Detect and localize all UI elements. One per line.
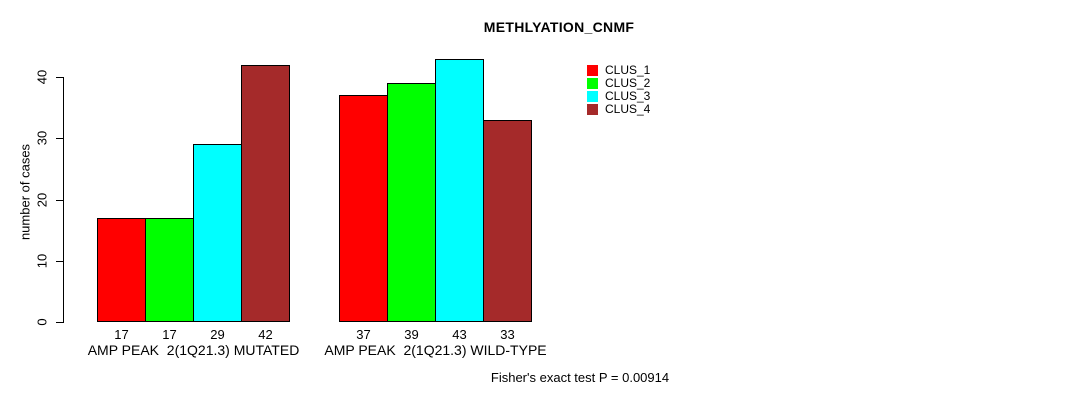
stat-caption: Fisher's exact test P = 0.00914 [490,370,670,385]
legend-swatch-clus_3 [587,91,598,102]
bar-clus_1-group2 [339,95,388,322]
legend-swatch-clus_1 [587,65,598,76]
bar-value-label: 17 [162,327,177,342]
legend-label: CLUS_1 [605,63,651,77]
y-tick-label: 20 [34,192,50,208]
y-tick-mark [56,138,63,139]
bar-clus_4-group1 [241,65,290,322]
y-tick-label: 40 [34,69,50,85]
bar-value-label: 33 [500,327,515,342]
legend-item-clus_2: CLUS_2 [587,77,650,90]
y-tick-label: 10 [34,253,50,269]
bar-value-label: 39 [404,327,419,342]
y-tick-mark [56,77,63,78]
group-label-1: AMP PEAK 2(1Q21.3) MUTATED [87,342,300,358]
bar-clus_3-group1 [193,144,242,322]
y-tick-mark [56,261,63,262]
legend-label: CLUS_2 [605,76,651,90]
legend-label: CLUS_3 [605,89,651,103]
legend-item-clus_3: CLUS_3 [587,90,650,103]
legend-item-clus_4: CLUS_4 [587,103,650,116]
bar-value-label: 29 [210,327,225,342]
group-label-2: AMP PEAK 2(1Q21.3) WILD-TYPE [324,342,547,358]
bar-clus_3-group2 [435,59,484,322]
chart-title: METHLYATION_CNMF [483,19,635,35]
y-tick-label: 30 [34,130,50,146]
legend-swatch-clus_4 [587,104,598,115]
y-tick-label: 0 [34,318,50,326]
y-tick-mark [56,200,63,201]
bar-value-label: 42 [258,327,273,342]
bar-clus_4-group2 [483,120,532,322]
bar-clus_2-group1 [145,218,194,322]
bar-clus_2-group2 [387,83,436,322]
legend-swatch-clus_2 [587,78,598,89]
legend-label: CLUS_4 [605,102,651,116]
y-axis-label: number of cases [17,143,33,241]
legend: CLUS_1 CLUS_2 CLUS_3 CLUS_4 [587,64,650,116]
y-axis-line [63,77,64,323]
bar-value-label: 37 [356,327,371,342]
y-tick-mark [56,322,63,323]
bar-clus_1-group1 [97,218,146,322]
bar-value-label: 17 [114,327,129,342]
legend-item-clus_1: CLUS_1 [587,64,650,77]
bar-value-label: 43 [452,327,467,342]
